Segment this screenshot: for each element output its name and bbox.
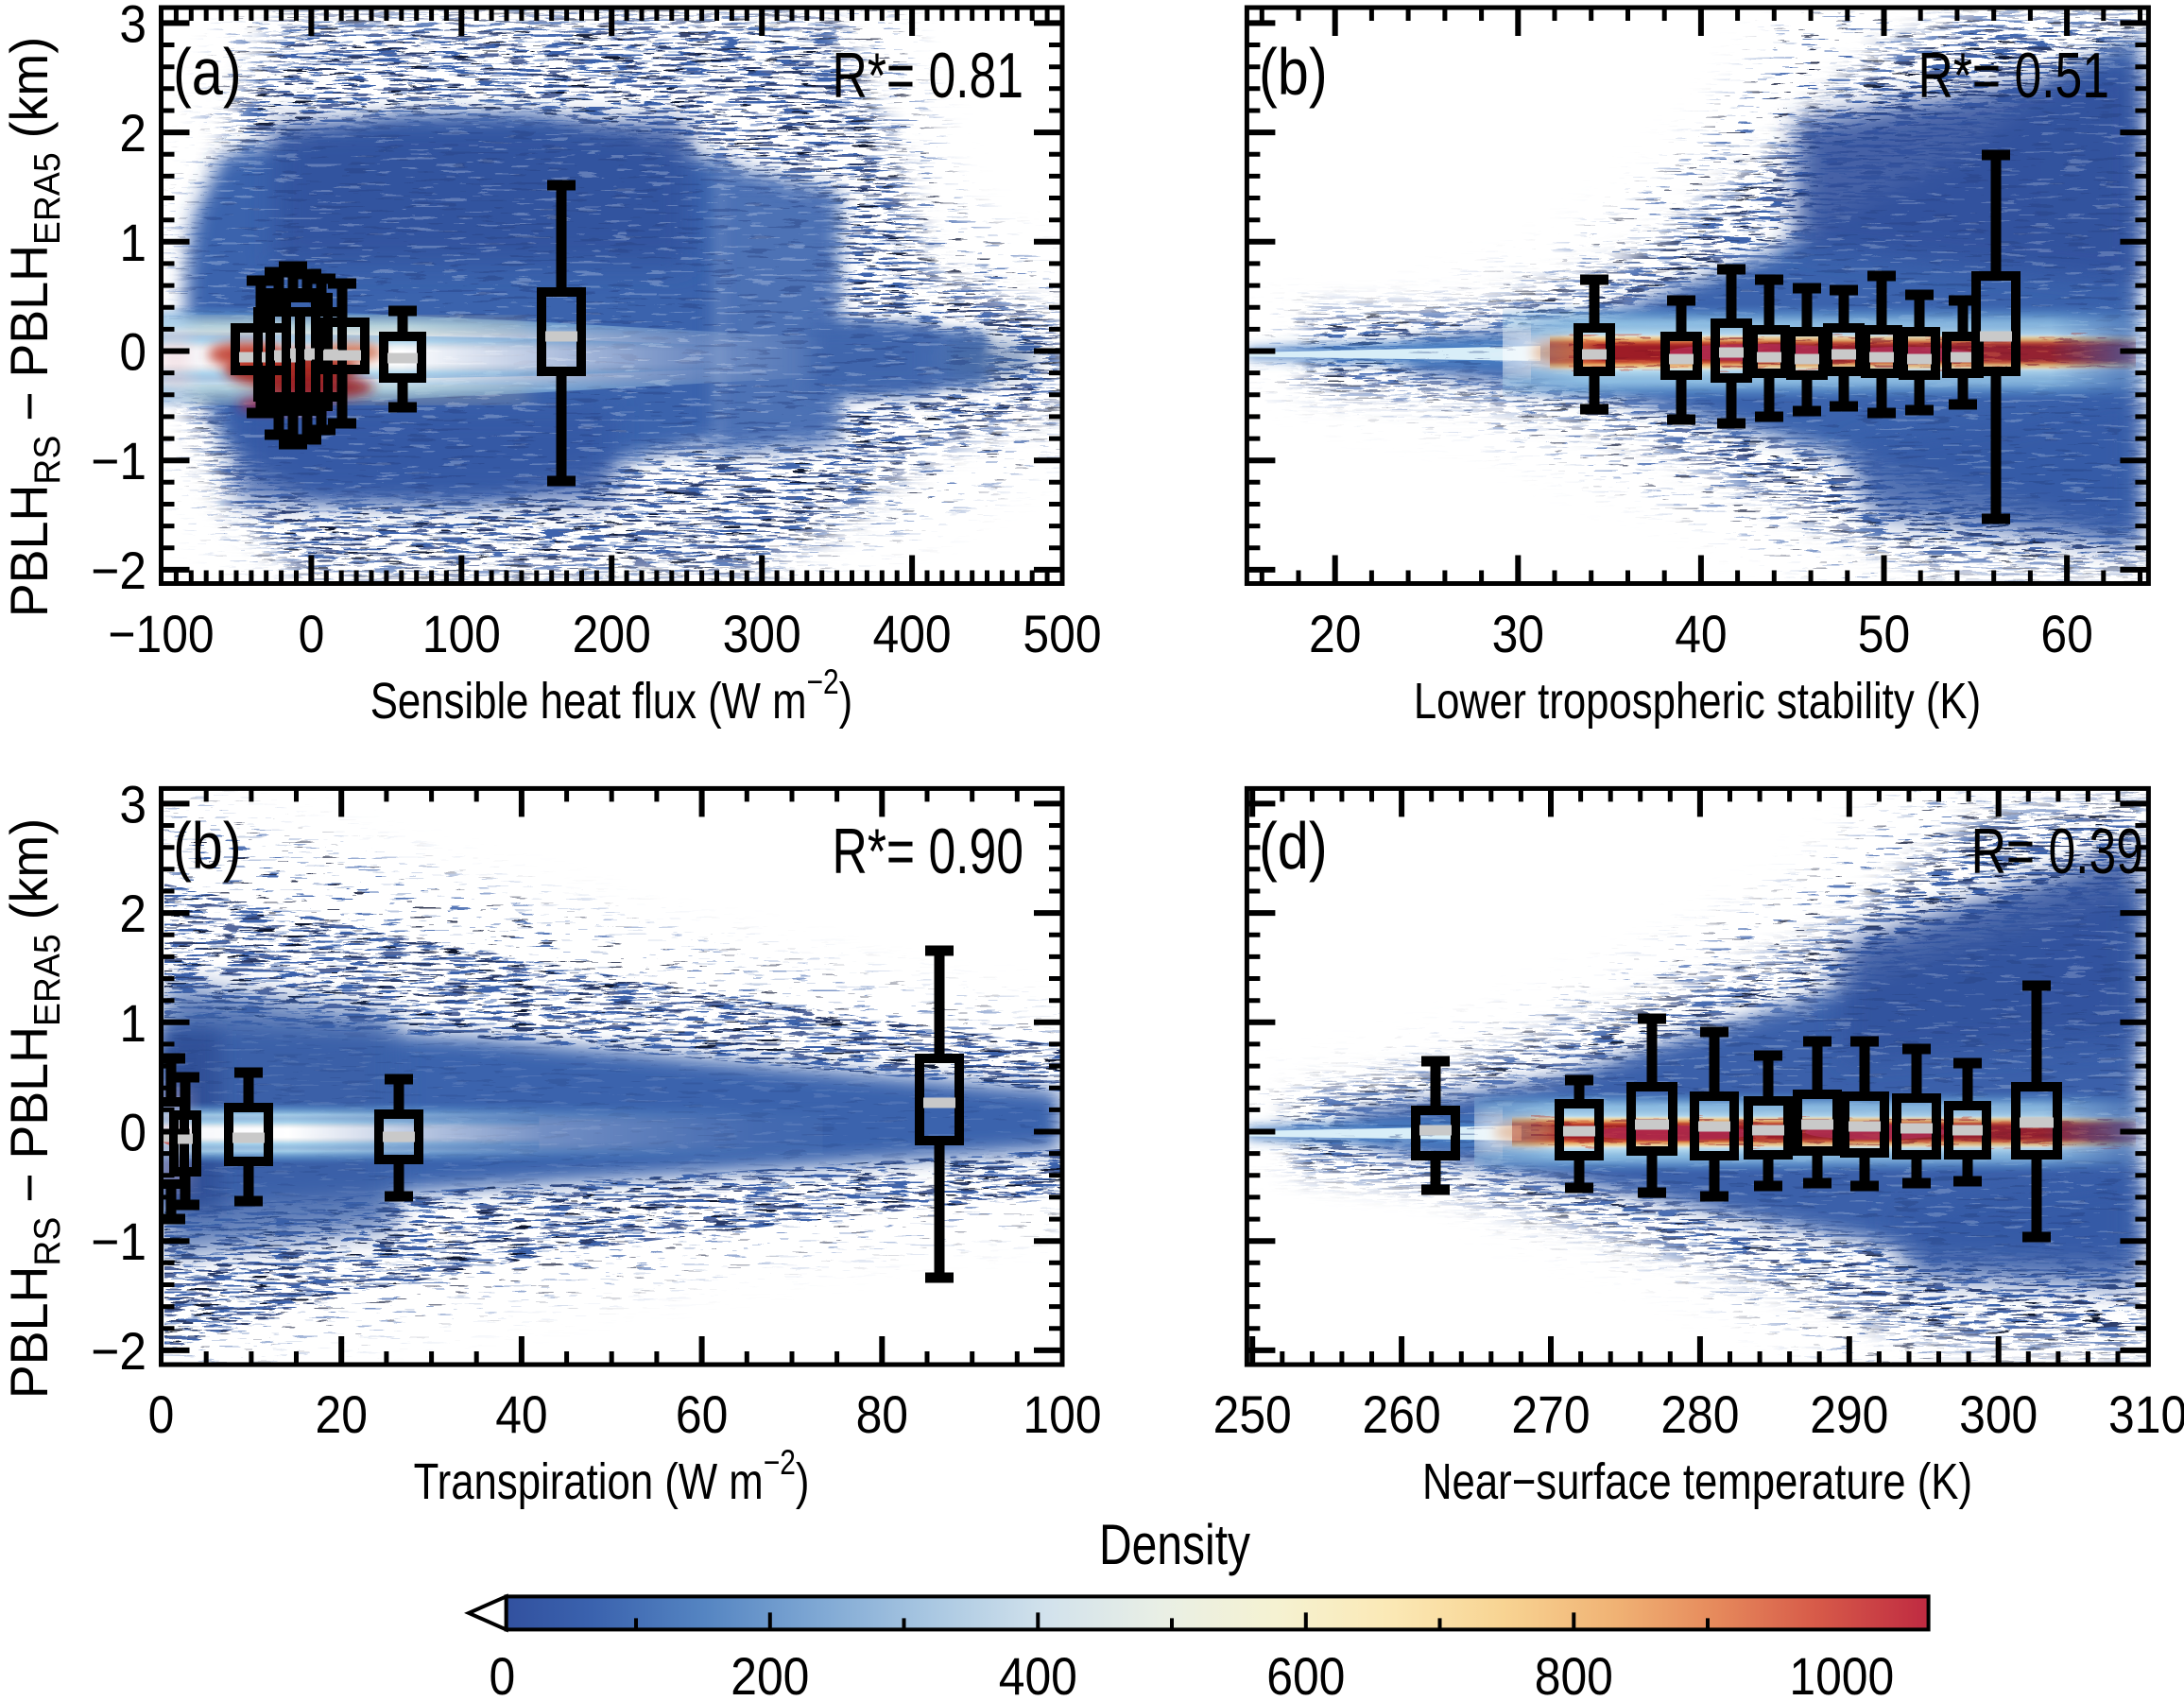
svg-text:30: 30: [1492, 605, 1544, 663]
svg-text:−100: −100: [108, 605, 214, 663]
svg-text:(a): (a): [173, 34, 242, 109]
svg-text:(d): (d): [1259, 808, 1328, 883]
svg-text:0: 0: [148, 1385, 175, 1444]
svg-text:200: 200: [573, 605, 651, 663]
svg-text:20: 20: [1309, 605, 1361, 663]
svg-text:1: 1: [119, 214, 146, 272]
svg-text:60: 60: [2040, 605, 2092, 663]
svg-text:500: 500: [1023, 605, 1101, 663]
svg-text:80: 80: [856, 1385, 908, 1444]
svg-text:0: 0: [489, 1647, 515, 1701]
svg-text:1000: 1000: [1789, 1647, 1894, 1701]
svg-text:R= 0.39: R= 0.39: [1971, 815, 2143, 887]
svg-text:0: 0: [299, 605, 325, 663]
svg-text:40: 40: [1675, 605, 1727, 663]
svg-text:−1: −1: [91, 1212, 146, 1271]
svg-text:100: 100: [1023, 1385, 1101, 1444]
svg-text:Near−surface temperature (K): Near−surface temperature (K): [1422, 1454, 1972, 1510]
svg-text:−2: −2: [91, 541, 146, 600]
svg-text:0: 0: [119, 323, 146, 382]
svg-text:1: 1: [119, 994, 146, 1053]
svg-text:260: 260: [1363, 1385, 1441, 1444]
svg-text:−1: −1: [91, 432, 146, 490]
svg-text:270: 270: [1511, 1385, 1590, 1444]
svg-text:40: 40: [495, 1385, 547, 1444]
svg-text:60: 60: [676, 1385, 728, 1444]
svg-text:300: 300: [723, 605, 801, 663]
svg-text:250: 250: [1213, 1385, 1292, 1444]
svg-text:(b): (b): [1259, 34, 1328, 109]
svg-text:3: 3: [119, 0, 146, 54]
svg-text:−2: −2: [91, 1322, 146, 1381]
svg-text:PBLHRS − PBLHERA5 (km): PBLHRS − PBLHERA5 (km): [0, 818, 68, 1399]
svg-text:2: 2: [119, 104, 146, 163]
svg-text:400: 400: [999, 1647, 1077, 1701]
svg-text:R*= 0.81: R*= 0.81: [833, 39, 1023, 112]
svg-text:400: 400: [873, 605, 952, 663]
svg-text:3: 3: [119, 775, 146, 833]
svg-text:PBLHRS − PBLHERA5 (km): PBLHRS − PBLHERA5 (km): [0, 37, 68, 617]
svg-text:0: 0: [119, 1104, 146, 1162]
svg-text:Sensible heat flux (W m−2): Sensible heat flux (W m−2): [370, 663, 852, 730]
svg-text:R*= 0.90: R*= 0.90: [833, 815, 1023, 887]
svg-text:(b): (b): [173, 808, 242, 883]
svg-text:50: 50: [1858, 605, 1910, 663]
svg-text:100: 100: [422, 605, 501, 663]
svg-text:600: 600: [1266, 1647, 1345, 1701]
svg-text:Lower tropospheric stability (: Lower tropospheric stability (K): [1414, 674, 1981, 730]
svg-text:300: 300: [1959, 1385, 2038, 1444]
svg-text:310: 310: [2108, 1385, 2184, 1444]
svg-text:290: 290: [1810, 1385, 1888, 1444]
svg-text:20: 20: [315, 1385, 367, 1444]
svg-text:800: 800: [1535, 1647, 1613, 1701]
svg-text:Transpiration (W m−2): Transpiration (W m−2): [414, 1444, 810, 1510]
svg-text:R*= 0.51: R*= 0.51: [1918, 39, 2109, 112]
svg-text:280: 280: [1660, 1385, 1739, 1444]
svg-text:200: 200: [731, 1647, 809, 1701]
svg-text:2: 2: [119, 885, 146, 943]
svg-text:Density: Density: [1099, 1513, 1251, 1576]
